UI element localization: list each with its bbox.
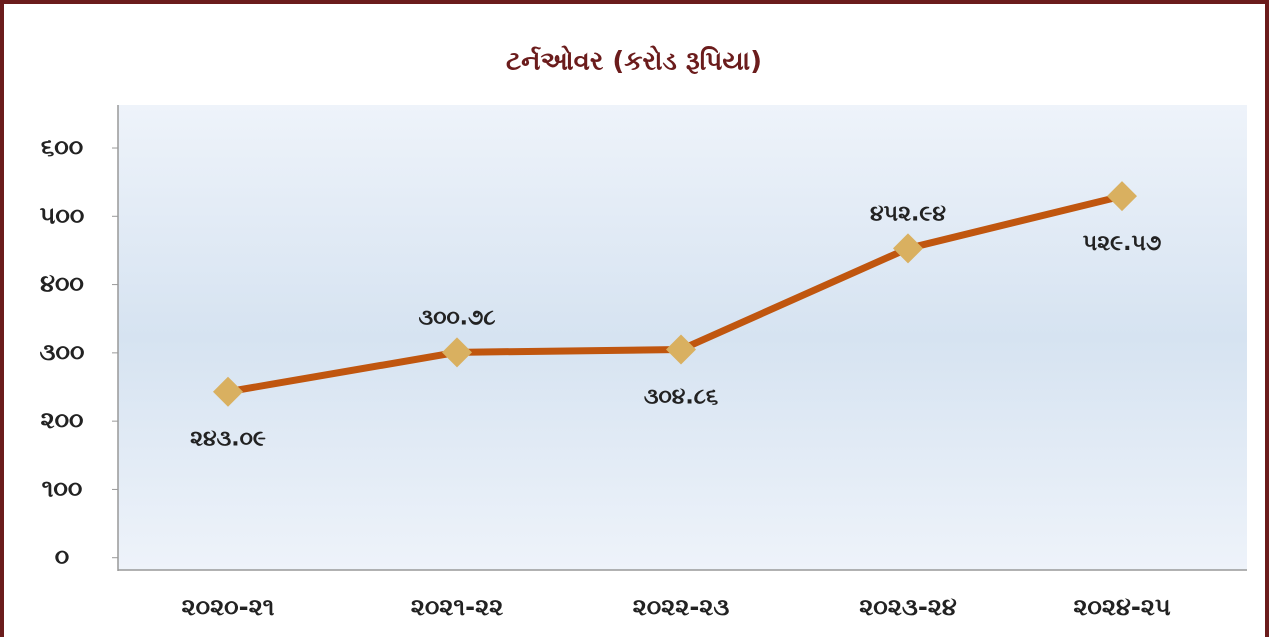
data-label: ૫૨૯.૫૭ [1083, 231, 1162, 256]
x-tick-label: ૨૦૨૧-૨૨ [411, 593, 504, 621]
y-tick-label: ૦ [55, 543, 69, 571]
data-label: ૩૦૪.૮૬ [644, 385, 718, 410]
data-label: ૪૫૨.૯૪ [870, 201, 946, 226]
x-tick-label: ૨૦૨૦-૨૧ [182, 593, 275, 621]
marker [893, 233, 923, 264]
x-tick-label: ૨૦૨૪-૨૫ [1073, 593, 1171, 621]
y-tick-label: ૫૦૦ [40, 201, 85, 229]
y-tick-label: ૩૦૦ [40, 338, 85, 366]
marker [666, 334, 696, 365]
data-label: ૨૪૩.૦૯ [190, 427, 266, 452]
y-tick-label: ૬૦૦ [41, 133, 83, 161]
marker [442, 337, 472, 368]
y-tick-label: ૨૦૦ [41, 406, 84, 434]
x-tick-label: ૨૦૨૨-૨૩ [633, 593, 730, 621]
y-tick-label: ૪૦૦ [40, 270, 84, 298]
chart-title: ટર્નઓવર (કરોડ રૂપિયા) [506, 46, 762, 77]
x-tick-label: ૨૦૨૩-૨૪ [859, 593, 957, 621]
data-label: ૩૦૦.૭૮ [419, 305, 496, 330]
marker [1107, 181, 1137, 212]
marker [213, 376, 243, 407]
y-tick-label: ૧૦૦ [42, 474, 83, 502]
